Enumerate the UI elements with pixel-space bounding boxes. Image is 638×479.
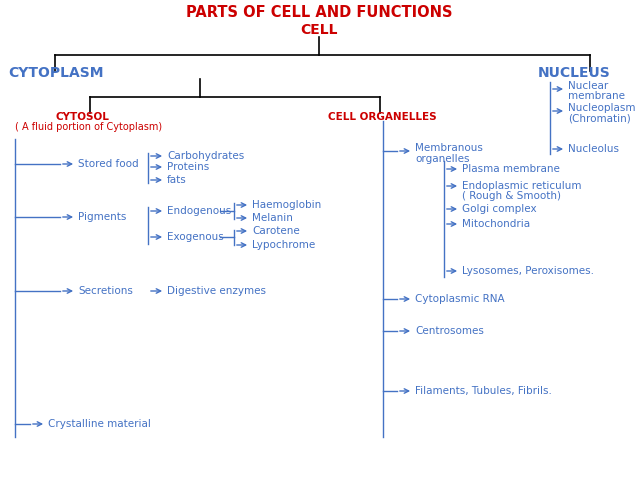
Text: ( A fluid portion of Cytoplasm): ( A fluid portion of Cytoplasm) xyxy=(15,122,162,132)
Text: Endoplasmic reticulum: Endoplasmic reticulum xyxy=(462,181,581,191)
Text: PARTS OF CELL AND FUNCTIONS: PARTS OF CELL AND FUNCTIONS xyxy=(186,4,452,20)
Text: (Chromatin): (Chromatin) xyxy=(568,113,631,123)
Text: CYTOPLASM: CYTOPLASM xyxy=(8,66,103,80)
Text: Plasma membrane: Plasma membrane xyxy=(462,164,560,174)
Text: Mitochondria: Mitochondria xyxy=(462,219,530,229)
Text: Melanin: Melanin xyxy=(252,213,293,223)
Text: Stored food: Stored food xyxy=(78,159,138,169)
Text: CELL ORGANELLES: CELL ORGANELLES xyxy=(328,112,436,122)
Text: Carotene: Carotene xyxy=(252,226,300,236)
Text: membrane: membrane xyxy=(568,91,625,101)
Text: Exogenous: Exogenous xyxy=(167,232,224,242)
Text: CYTOSOL: CYTOSOL xyxy=(55,112,109,122)
Text: Secretions: Secretions xyxy=(78,286,133,296)
Text: Filaments, Tubules, Fibrils.: Filaments, Tubules, Fibrils. xyxy=(415,386,552,396)
Text: Proteins: Proteins xyxy=(167,162,209,172)
Text: Digestive enzymes: Digestive enzymes xyxy=(167,286,266,296)
Text: Nucleoplasm: Nucleoplasm xyxy=(568,103,635,113)
Text: Nucleolus: Nucleolus xyxy=(568,144,619,154)
Text: Lypochrome: Lypochrome xyxy=(252,240,315,250)
Text: Cytoplasmic RNA: Cytoplasmic RNA xyxy=(415,294,505,304)
Text: fats: fats xyxy=(167,175,187,185)
Text: Nuclear: Nuclear xyxy=(568,81,608,91)
Text: Pigments: Pigments xyxy=(78,212,126,222)
Text: Carbohydrates: Carbohydrates xyxy=(167,151,244,161)
Text: Haemoglobin: Haemoglobin xyxy=(252,200,322,210)
Text: CELL: CELL xyxy=(300,23,338,37)
Text: Membranous: Membranous xyxy=(415,143,483,153)
Text: Golgi complex: Golgi complex xyxy=(462,204,537,214)
Text: organelles: organelles xyxy=(415,154,470,164)
Text: Crystalline material: Crystalline material xyxy=(48,419,151,429)
Text: Centrosomes: Centrosomes xyxy=(415,326,484,336)
Text: Endogenous: Endogenous xyxy=(167,206,231,216)
Text: Lysosomes, Peroxisomes.: Lysosomes, Peroxisomes. xyxy=(462,266,594,276)
Text: NUCLEUS: NUCLEUS xyxy=(538,66,611,80)
Text: ( Rough & Smooth): ( Rough & Smooth) xyxy=(462,191,561,201)
